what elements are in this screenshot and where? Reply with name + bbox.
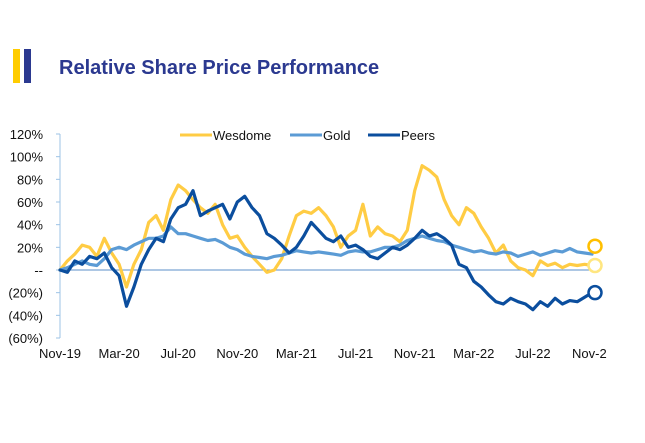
legend: Wesdome Gold Peers [180,128,435,143]
end-marker-gold [587,238,603,254]
series-layer [58,164,603,312]
y-tick-label: (40%) [8,308,43,323]
y-tick-label: 20% [17,240,43,255]
y-tick-label: (60%) [8,331,43,346]
y-tick-label: (20%) [8,286,43,301]
x-tick-label: Nov-19 [39,346,81,361]
y-axis: 120% 100% 80% 60% 40% 20% -- (20%) (40%) (60%) [8,127,61,346]
series-line-peers [58,189,594,312]
y-tick-label: 120% [10,127,44,142]
header-accent-bar-yellow [13,49,20,83]
legend-label-gold: Gold [323,128,350,143]
header-accent-bar-navy [24,49,31,83]
y-tick-label: 80% [17,172,43,187]
legend-label-peers: Peers [401,128,435,143]
series-line-gold [58,225,594,272]
y-tick-label: 100% [10,150,44,165]
x-tick-label: Nov-20 [216,346,258,361]
end-marker-peers [587,284,603,301]
x-tick-label: Nov-2 [572,346,607,361]
series-line-wesdome [58,164,594,289]
x-tick-label: Jul-22 [515,346,550,361]
end-marker-wesdome [587,257,603,274]
x-tick-label: Jul-20 [161,346,196,361]
y-tick-label: -- [34,263,43,278]
y-tick-label: 40% [17,218,43,233]
x-tick-label: Mar-22 [453,346,494,361]
x-tick-label: Mar-20 [99,346,140,361]
chart-title: Relative Share Price Performance [59,57,380,79]
x-tick-label: Nov-21 [394,346,436,361]
x-tick-label: Jul-21 [338,346,373,361]
legend-label-wesdome: Wesdome [213,128,271,143]
x-axis-labels: Nov-19 Mar-20 Jul-20 Nov-20 Mar-21 Jul-21 Nov-… [39,346,607,361]
x-tick-label: Mar-21 [276,346,317,361]
y-tick-label: 60% [17,195,43,210]
